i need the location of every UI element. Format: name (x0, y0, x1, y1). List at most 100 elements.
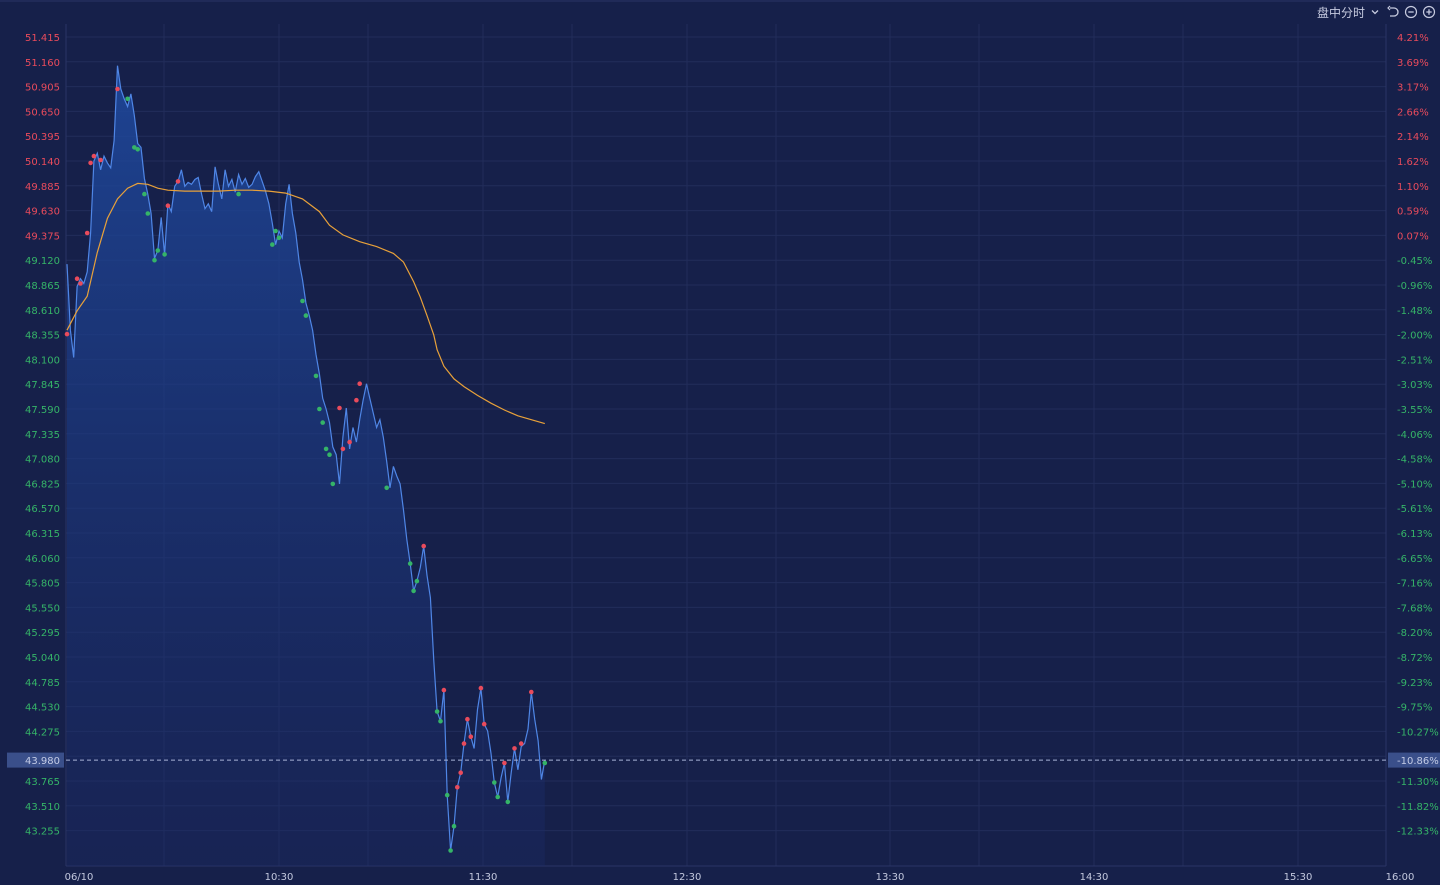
time-tick-label: 14:30 (1080, 872, 1109, 883)
sell-marker (317, 406, 322, 412)
chart-mode-dropdown[interactable]: 盘中分时 (1317, 4, 1382, 21)
sell-marker (327, 452, 332, 458)
sell-marker (303, 313, 309, 318)
time-tick-label: 06/10 (65, 872, 94, 883)
price-tick-label: 44.785 (25, 678, 60, 689)
buy-marker (441, 687, 447, 693)
percent-tick-label: -7.16% (1397, 579, 1432, 590)
sell-marker (384, 485, 390, 491)
percent-tick-label: -3.03% (1397, 380, 1432, 391)
buy-marker (165, 203, 171, 208)
price-tick-label: 45.550 (25, 603, 60, 614)
buy-marker (91, 153, 97, 159)
average-price-line (66, 182, 545, 425)
buy-marker (478, 685, 484, 691)
percent-tick-label: -9.75% (1397, 703, 1432, 714)
percent-tick-label: -2.00% (1397, 331, 1432, 342)
price-tick-label: 47.335 (25, 430, 60, 441)
sell-marker (320, 420, 326, 425)
price-tick-label: 51.160 (25, 58, 60, 69)
last-price-tag (7, 752, 64, 768)
last-percent-tag (1388, 752, 1440, 768)
price-tick-label: 48.865 (25, 281, 60, 292)
sell-marker (330, 481, 336, 487)
price-tick-label: 47.845 (25, 380, 60, 391)
price-tick-label: 45.805 (25, 579, 60, 590)
percent-tick-label: 4.21% (1397, 33, 1429, 44)
price-tick-label: 46.060 (25, 554, 60, 565)
percent-tick-label: 2.14% (1397, 132, 1429, 143)
sell-marker (125, 96, 130, 102)
buy-marker (98, 157, 103, 163)
sell-marker (492, 780, 497, 785)
percent-tick-label: -10.27% (1397, 727, 1439, 738)
sell-marker (273, 228, 278, 234)
price-tick-label: 43.765 (25, 777, 60, 788)
price-tick-label: 50.395 (25, 132, 60, 143)
percent-tick-label: 3.17% (1397, 83, 1429, 94)
price-tick-label: 45.295 (25, 628, 60, 639)
time-tick-label: 10:30 (265, 872, 294, 883)
sell-marker (155, 248, 161, 253)
percent-tick-label: -7.68% (1397, 603, 1432, 614)
last-percent-label: -10.86% (1397, 756, 1439, 767)
sell-marker (414, 578, 420, 584)
buy-marker (502, 760, 507, 766)
price-area-fill (67, 65, 545, 866)
chart-mode-label: 盘中分时 (1316, 5, 1365, 20)
price-tick-label: 50.650 (25, 107, 60, 118)
percent-tick-label: -9.23% (1397, 678, 1432, 689)
sell-marker (434, 709, 440, 714)
undo-icon[interactable] (1386, 5, 1400, 19)
time-tick-label: 15:30 (1284, 872, 1313, 883)
sell-marker (152, 257, 157, 263)
sell-marker (145, 211, 151, 216)
price-tick-label: 44.275 (25, 727, 60, 738)
buy-marker (64, 331, 70, 337)
buy-marker (78, 281, 83, 286)
price-tick-label: 49.630 (25, 207, 60, 218)
sell-marker (323, 446, 329, 452)
buy-marker (529, 689, 534, 695)
percent-tick-label: -0.45% (1397, 256, 1432, 267)
price-tick-label: 43.255 (25, 827, 60, 838)
buy-marker (175, 179, 181, 184)
buy-marker (458, 770, 464, 775)
sell-marker (411, 588, 416, 594)
sell-marker (407, 561, 413, 566)
buy-marker (518, 741, 524, 746)
buy-marker (357, 381, 363, 387)
sell-marker (542, 760, 548, 766)
price-tick-label: 46.825 (25, 479, 60, 490)
sell-marker (505, 799, 511, 805)
buy-marker (347, 439, 352, 445)
percent-tick-label: -6.65% (1397, 554, 1432, 565)
price-tick-label: 48.610 (25, 306, 60, 317)
percent-tick-label: -8.20% (1397, 628, 1432, 639)
zoom-out-icon[interactable] (1404, 5, 1418, 19)
sell-marker (451, 823, 457, 829)
percent-tick-label: -8.72% (1397, 653, 1432, 664)
percent-tick-label: -11.82% (1397, 802, 1439, 813)
time-tick-label: 12:30 (673, 872, 702, 883)
buy-marker (421, 543, 427, 549)
buy-marker (340, 446, 346, 452)
percent-tick-label: -4.58% (1397, 455, 1432, 466)
percent-tick-label: -5.10% (1397, 479, 1432, 490)
price-tick-label: 49.885 (25, 182, 60, 193)
chevron-down-icon (1368, 5, 1382, 19)
price-tick-label: 43.510 (25, 802, 60, 813)
sell-marker (495, 794, 501, 800)
percent-tick-label: 2.66% (1397, 107, 1429, 118)
price-tick-label: 49.120 (25, 256, 60, 267)
zoom-in-icon[interactable] (1422, 5, 1436, 19)
price-tick-label: 50.905 (25, 83, 60, 94)
buy-marker (481, 721, 487, 727)
percent-tick-label: -11.30% (1397, 777, 1439, 788)
sell-marker (438, 718, 443, 724)
buy-marker (84, 230, 90, 236)
sell-marker (444, 792, 450, 798)
percent-tick-label: -3.55% (1397, 405, 1432, 416)
price-tick-label: 45.040 (25, 653, 60, 664)
